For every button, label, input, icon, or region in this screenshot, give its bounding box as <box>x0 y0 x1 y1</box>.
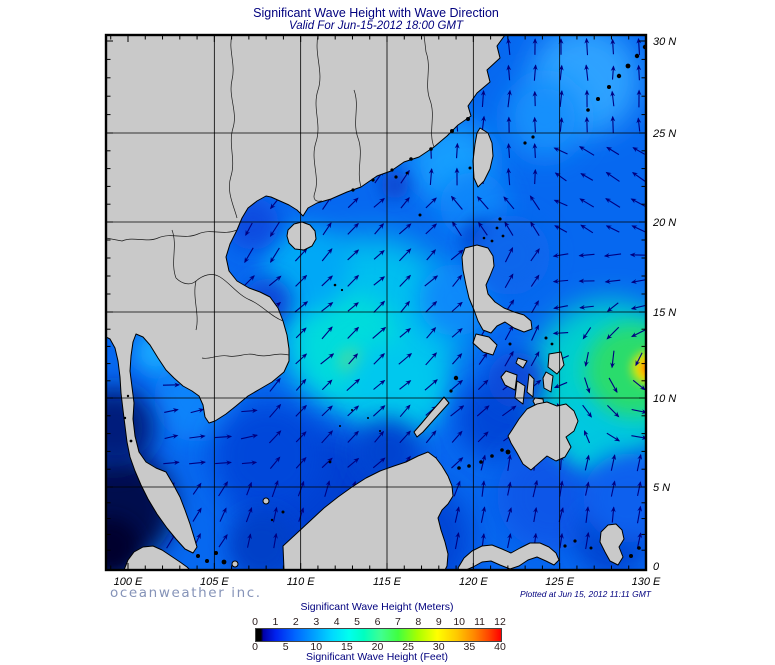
lon-label-130: 130 E <box>632 576 661 588</box>
legend-meters-tick-10: 10 <box>453 616 465 628</box>
land-cebu <box>526 373 535 398</box>
legend-title-feet: Significant Wave Height (Feet) <box>305 651 449 663</box>
legend-meters-tick-3: 3 <box>313 616 320 628</box>
valid-time-subtitle: Valid For Jun-15-2012 18:00 GMT <box>288 20 464 32</box>
legend-meters-tick-12: 12 <box>494 616 506 628</box>
land-bangka <box>231 560 239 568</box>
lat-label-30: 30 N <box>653 36 676 48</box>
legend-feet-tick-15: 15 <box>341 641 353 653</box>
legend-feet-tick-30: 30 <box>432 641 445 653</box>
lat-label-5: 5 N <box>653 482 670 494</box>
legend-feet-tick-0: 0 <box>252 641 258 653</box>
land-masbate <box>515 357 528 369</box>
lat-label-20: 20 N <box>652 217 676 229</box>
legend-meters-tick-5: 5 <box>354 616 360 628</box>
lat-label-10: 10 N <box>653 393 676 405</box>
legend-meters-tick-1: 1 <box>272 616 279 628</box>
plotted-timestamp: Plotted at Jun 15, 2012 11:11 GMT <box>519 589 651 599</box>
legend-meters-tick-11: 11 <box>474 616 486 628</box>
land-mainland-asia <box>106 35 506 554</box>
lat-label-15: 15 N <box>653 307 676 319</box>
legend-feet-tick-25: 25 <box>402 641 414 653</box>
legend-title-meters: Significant Wave Height (Meters) <box>300 601 454 613</box>
lat-label-0: 0 <box>653 561 660 573</box>
legend-feet-tick-10: 10 <box>310 641 323 653</box>
legend-feet-tick-20: 20 <box>371 641 384 653</box>
page-title: Significant Wave Height with Wave Direct… <box>253 6 499 20</box>
land-palawan <box>413 396 450 438</box>
map-frame <box>104 33 648 572</box>
legend-meters-tick-2: 2 <box>292 616 299 628</box>
lat-lon-grid <box>106 35 646 570</box>
degree-ticks <box>106 35 646 570</box>
lon-label-105: 105 E <box>200 576 229 588</box>
land-halmahera <box>599 523 625 566</box>
land-luzon <box>461 244 533 334</box>
land-hainan <box>286 221 317 251</box>
lon-label-110: 110 E <box>287 576 316 588</box>
lon-label-115: 115 E <box>373 576 402 588</box>
landmass <box>106 35 625 570</box>
lon-label-125: 125 E <box>545 576 574 588</box>
land-sumatra <box>123 545 191 570</box>
land-leyte <box>542 371 554 393</box>
lon-label-100: 100 E <box>114 576 143 588</box>
lon-label-120: 120 E <box>459 576 488 588</box>
islet-specks <box>123 44 646 565</box>
legend-meters-tick-4: 4 <box>333 616 340 628</box>
legend-feet-tick-40: 40 <box>494 641 506 653</box>
legend-meters-tick-7: 7 <box>394 616 401 628</box>
land-panay <box>500 370 518 391</box>
land-borneo <box>282 451 454 570</box>
land-mindanao <box>507 401 579 471</box>
legend-meters-tick-0: 0 <box>252 616 258 628</box>
legend-meters-tick-6: 6 <box>374 616 381 628</box>
axis-labels: 100 E 105 E 110 E 115 E 120 E 125 E 130 E 30 N 2… <box>114 36 677 588</box>
lat-label-25: 25 N <box>652 128 676 140</box>
land-sulawesi <box>457 542 560 570</box>
legend-meters-tick-9: 9 <box>435 616 442 628</box>
legend-feet-tick-5: 5 <box>282 641 289 653</box>
land-taiwan <box>472 127 494 188</box>
legend-meters-tick-8: 8 <box>415 616 422 628</box>
land-natuna <box>262 497 270 505</box>
oceanweather-logo-text: oceanweather inc. <box>110 585 262 601</box>
legend-colorbar <box>255 628 502 642</box>
legend-feet-tick-35: 35 <box>463 641 476 653</box>
